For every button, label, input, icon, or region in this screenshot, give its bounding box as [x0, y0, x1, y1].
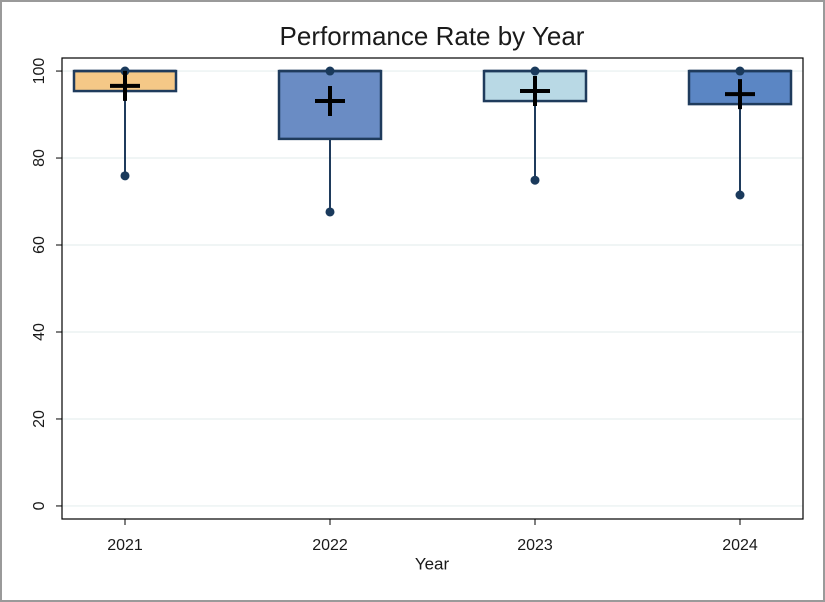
mean-marker — [520, 76, 550, 107]
mean-marker — [315, 86, 345, 117]
mean-marker — [110, 70, 140, 101]
plot-frame — [61, 57, 804, 520]
y-tick-label: 80 — [31, 149, 48, 167]
y-tick-label: 0 — [31, 501, 48, 510]
whisker-low-dot — [325, 207, 335, 217]
whisker-low-dot — [530, 175, 540, 185]
y-tick-label: 100 — [31, 58, 48, 85]
whisker-high-dot — [530, 66, 540, 76]
whisker-low-dot — [735, 190, 745, 200]
x-tick-label: 2022 — [312, 537, 348, 554]
whisker-high-dot — [735, 66, 745, 76]
x-axis-title: Year — [415, 554, 450, 573]
y-tick-label: 60 — [31, 236, 48, 254]
mean-marker — [725, 79, 755, 110]
whisker-high-dot — [325, 66, 335, 76]
y-tick-label: 20 — [31, 410, 48, 428]
y-tick-label: 40 — [31, 323, 48, 341]
x-tick-label: 2024 — [722, 537, 758, 554]
chart-title: Performance Rate by Year — [280, 21, 585, 51]
whisker-low-dot — [120, 171, 130, 181]
x-tick-label: 2023 — [517, 537, 553, 554]
x-tick-label: 2021 — [107, 537, 143, 554]
